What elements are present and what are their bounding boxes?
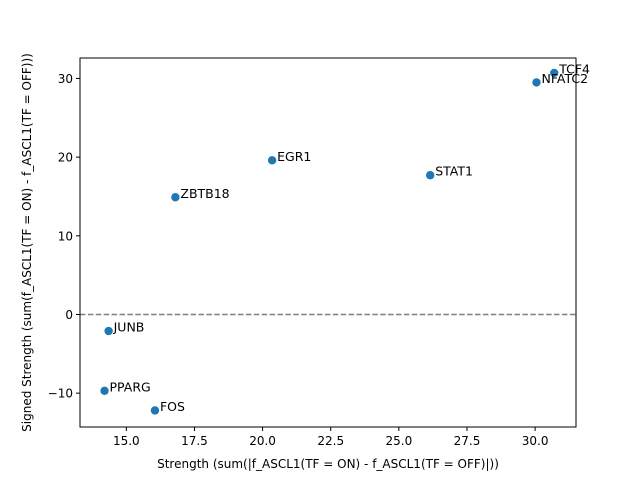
data-point [171, 193, 180, 202]
data-point [549, 68, 559, 78]
point-label: JUNB [113, 320, 145, 335]
data-point [150, 406, 160, 415]
x-axis-ticks: 15.0 17.5 20.0 22.5 25.0 27.5 30.0 [113, 427, 549, 448]
data-point [267, 156, 277, 165]
y-tick-label: 30 [58, 72, 73, 86]
point-label: FOS [160, 399, 185, 414]
data-point [532, 78, 541, 87]
x-tick-label: 30.0 [522, 434, 549, 448]
data-point [100, 386, 109, 396]
x-tick-label: 22.5 [317, 434, 344, 448]
point-label: TCF4 [558, 61, 590, 76]
point-label: EGR1 [277, 149, 311, 164]
axes-frame [79, 57, 577, 428]
y-tick-label: −10 [48, 387, 73, 401]
x-tick-label: 27.5 [454, 434, 481, 448]
point-label: NFATC2 [541, 71, 588, 86]
x-tick-label: 15.0 [113, 434, 140, 448]
x-tick-label: 17.5 [181, 434, 208, 448]
x-axis-label: Strength (sum(|f_ASCL1(TF = ON) - f_ASCL… [157, 457, 499, 471]
y-tick-label: 20 [58, 151, 73, 165]
y-tick-label: 0 [65, 308, 73, 322]
x-tick-label: 25.0 [385, 434, 412, 448]
y-axis-ticks: −10 0 10 20 30 [48, 72, 80, 401]
point-label: PPARG [110, 379, 151, 394]
y-axis-label: Signed Strength (sum(f_ASCL1(TF = ON) - … [20, 53, 34, 432]
point-label: STAT1 [435, 164, 473, 179]
point-label: ZBTB18 [180, 186, 229, 201]
data-point [104, 326, 113, 336]
data-point [425, 171, 435, 180]
x-tick-label: 20.0 [249, 434, 276, 448]
y-tick-label: 10 [58, 229, 73, 243]
